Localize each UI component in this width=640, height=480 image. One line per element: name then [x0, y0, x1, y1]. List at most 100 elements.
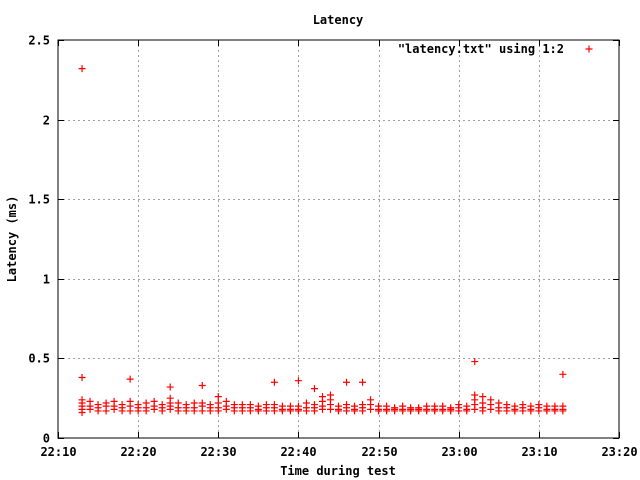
data-point — [447, 407, 455, 415]
data-point — [294, 407, 302, 415]
data-point — [286, 407, 294, 415]
data-point — [463, 407, 471, 415]
y-tick-label: 2.5 — [28, 34, 50, 48]
y-tick-label: 2 — [43, 114, 50, 128]
data-point — [543, 407, 551, 415]
data-point — [190, 407, 198, 415]
data-point — [230, 407, 238, 415]
data-point — [407, 407, 415, 415]
data-point — [423, 407, 431, 415]
data-point — [206, 407, 214, 415]
data-point — [359, 378, 367, 386]
data-point — [86, 405, 94, 413]
data-point — [270, 378, 278, 386]
x-tick-label: 23:20 — [601, 445, 637, 459]
data-point — [479, 393, 487, 401]
x-tick-label: 22:20 — [120, 445, 156, 459]
data-point — [310, 407, 318, 415]
data-point — [142, 407, 150, 415]
data-point — [359, 407, 367, 415]
data-point — [535, 407, 543, 415]
data-point — [198, 407, 206, 415]
data-point — [198, 381, 206, 389]
data-point — [174, 407, 182, 415]
y-tick-label: 0 — [43, 432, 50, 446]
data-point — [78, 374, 86, 382]
data-point — [375, 407, 383, 415]
data-point — [511, 407, 519, 415]
data-point — [310, 385, 318, 393]
data-point — [166, 383, 174, 391]
x-tick-label: 22:50 — [361, 445, 397, 459]
data-point — [126, 407, 134, 415]
legend-marker-symbol — [585, 45, 593, 53]
data-point — [150, 405, 158, 413]
data-point — [487, 405, 495, 413]
data-point — [431, 407, 439, 415]
data-point — [254, 407, 262, 415]
y-tick-label: 1.5 — [28, 193, 50, 207]
data-point — [559, 370, 567, 378]
x-tick-label: 22:10 — [40, 445, 76, 459]
data-point — [455, 407, 463, 415]
data-point — [222, 405, 230, 413]
data-point — [102, 407, 110, 415]
x-tick-label: 22:40 — [280, 445, 316, 459]
data-point — [326, 405, 334, 413]
data-point — [238, 407, 246, 415]
data-point — [182, 407, 190, 415]
data-point — [527, 407, 535, 415]
data-point — [503, 407, 511, 415]
x-tick-label: 23:10 — [521, 445, 557, 459]
axis-ticks: 22:10 22:20 22:30 22:40 22:50 23:00 23:10 23:20… — [28, 34, 637, 460]
data-point — [479, 407, 487, 415]
data-point — [318, 405, 326, 413]
data-point — [214, 407, 222, 415]
data-point — [118, 407, 126, 415]
data-point — [391, 407, 399, 415]
data-point — [415, 407, 423, 415]
data-point — [551, 407, 559, 415]
x-tick-label: 23:00 — [441, 445, 477, 459]
legend-label: "latency.txt" using 1:2 — [398, 42, 564, 56]
data-point — [246, 407, 254, 415]
x-axis-label: Time during test — [280, 464, 396, 478]
data-point — [294, 377, 302, 385]
y-tick-label: 1 — [43, 273, 50, 287]
legend: "latency.txt" using 1:2 — [398, 42, 593, 56]
data-point — [439, 407, 447, 415]
data-point — [94, 407, 102, 415]
data-point — [134, 407, 142, 415]
data-point — [351, 407, 359, 415]
data-point — [471, 358, 479, 366]
data-point — [166, 405, 174, 413]
data-point — [302, 407, 310, 415]
data-point — [78, 409, 86, 417]
data-point — [158, 407, 166, 415]
plot-frame — [57, 39, 620, 439]
grid — [58, 40, 619, 438]
data-point — [495, 407, 503, 415]
data-point — [343, 378, 351, 386]
y-tick-label: 0.5 — [28, 352, 50, 366]
data-point — [519, 407, 527, 415]
legend-marker — [585, 45, 593, 53]
x-tick-label: 22:30 — [200, 445, 236, 459]
data-point — [559, 407, 567, 415]
data-point — [343, 407, 351, 415]
data-point — [126, 375, 134, 383]
data-points — [78, 65, 567, 417]
data-point — [399, 407, 407, 415]
data-point — [278, 407, 286, 415]
chart-title: Latency — [313, 13, 364, 27]
data-point — [262, 407, 270, 415]
data-point — [335, 407, 342, 415]
data-point — [471, 405, 479, 413]
data-point — [367, 405, 375, 413]
data-point — [383, 407, 391, 415]
data-point — [270, 407, 278, 415]
y-axis-label: Latency (ms) — [5, 196, 19, 283]
data-point — [78, 65, 86, 73]
data-point — [214, 393, 222, 401]
